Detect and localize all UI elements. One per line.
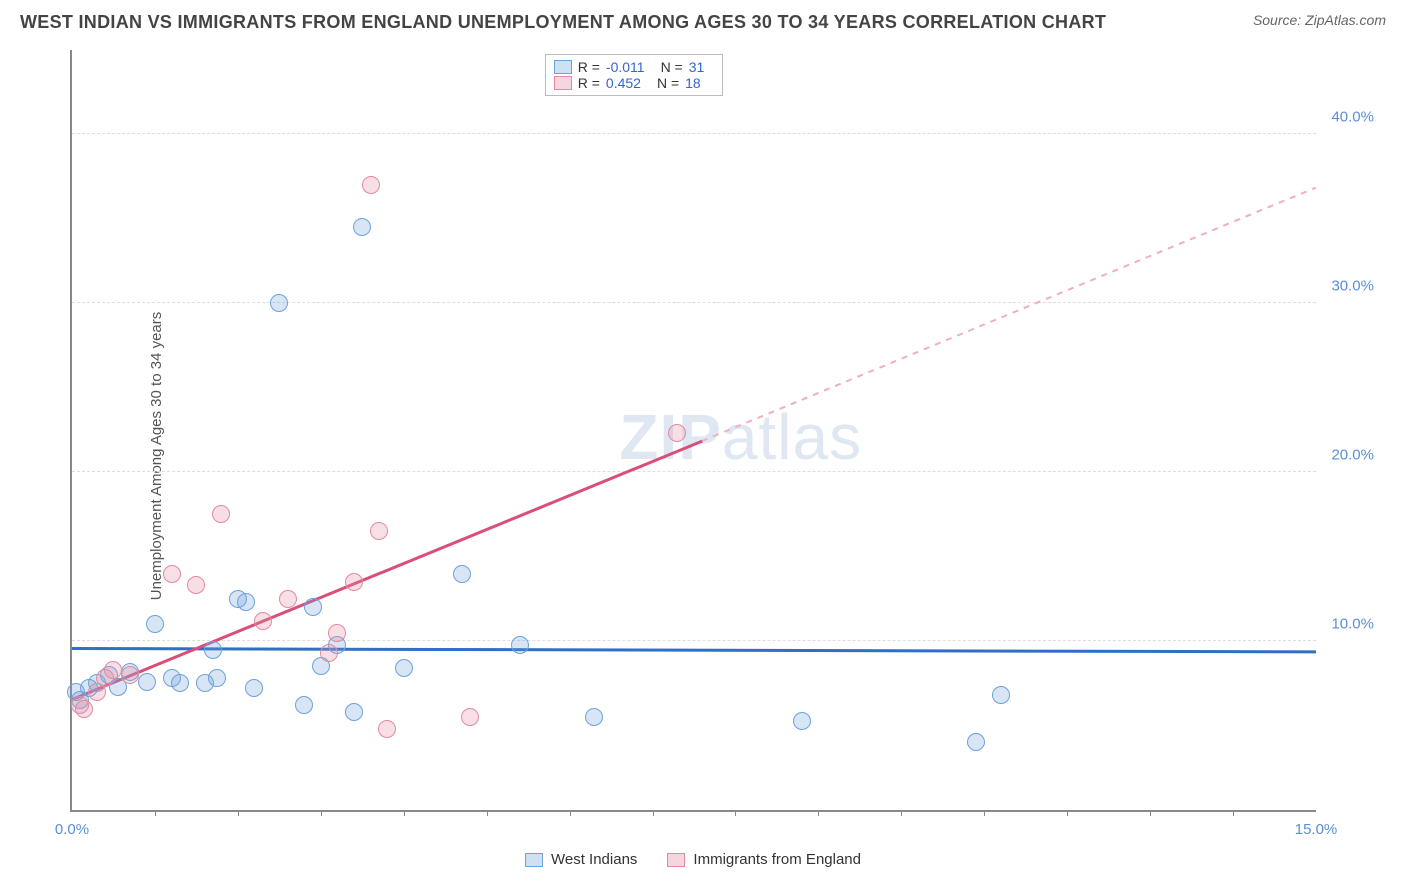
y-tick-label: 40.0% xyxy=(1331,109,1374,126)
x-minor-tick xyxy=(735,810,736,816)
n-value: 31 xyxy=(689,59,705,75)
x-minor-tick xyxy=(901,810,902,816)
x-minor-tick xyxy=(1067,810,1068,816)
x-minor-tick xyxy=(653,810,654,816)
watermark: ZIPatlas xyxy=(619,400,862,474)
x-minor-tick xyxy=(818,810,819,816)
data-point xyxy=(171,674,189,692)
legend-swatch xyxy=(525,853,543,867)
data-point xyxy=(378,720,396,738)
data-point xyxy=(295,696,313,714)
data-point xyxy=(370,522,388,540)
x-minor-tick xyxy=(404,810,405,816)
gridline xyxy=(72,640,1316,641)
n-label: N = xyxy=(657,75,679,91)
data-point xyxy=(237,593,255,611)
data-point xyxy=(320,644,338,662)
source-label: Source: ZipAtlas.com xyxy=(1253,12,1386,28)
data-point xyxy=(668,424,686,442)
n-value: 18 xyxy=(685,75,701,91)
x-minor-tick xyxy=(487,810,488,816)
gridline xyxy=(72,133,1316,134)
x-minor-tick xyxy=(321,810,322,816)
x-tick-label: 15.0% xyxy=(1295,821,1338,838)
gridline xyxy=(72,302,1316,303)
data-point xyxy=(345,703,363,721)
legend-label: Immigrants from England xyxy=(693,851,861,868)
stats-row: R = 0.452 N = 18 xyxy=(554,75,715,91)
chart-title: WEST INDIAN VS IMMIGRANTS FROM ENGLAND U… xyxy=(20,12,1106,33)
data-point xyxy=(212,505,230,523)
data-point xyxy=(254,612,272,630)
data-point xyxy=(270,294,288,312)
r-value: 0.452 xyxy=(606,75,641,91)
data-point xyxy=(328,624,346,642)
data-point xyxy=(511,636,529,654)
y-tick-label: 30.0% xyxy=(1331,278,1374,295)
x-tick-label: 0.0% xyxy=(55,821,89,838)
data-point xyxy=(453,565,471,583)
data-point xyxy=(395,659,413,677)
data-point xyxy=(585,708,603,726)
gridline xyxy=(72,471,1316,472)
data-point xyxy=(992,686,1010,704)
x-minor-tick xyxy=(1150,810,1151,816)
y-tick-label: 10.0% xyxy=(1331,616,1374,633)
r-value: -0.011 xyxy=(606,59,645,75)
data-point xyxy=(187,576,205,594)
data-point xyxy=(138,673,156,691)
chart-container: Unemployment Among Ages 30 to 34 years Z… xyxy=(20,40,1386,872)
data-point xyxy=(204,641,222,659)
x-minor-tick xyxy=(155,810,156,816)
legend-swatch xyxy=(554,60,572,74)
data-point xyxy=(967,733,985,751)
r-label: R = xyxy=(578,59,600,75)
data-point xyxy=(104,661,122,679)
x-minor-tick xyxy=(570,810,571,816)
trend-line xyxy=(72,647,1316,653)
data-point xyxy=(279,590,297,608)
legend-swatch xyxy=(667,853,685,867)
r-label: R = xyxy=(578,75,600,91)
data-point xyxy=(121,666,139,684)
stats-legend: R =-0.011N =31R =0.452N =18 xyxy=(545,54,724,96)
data-point xyxy=(353,218,371,236)
stats-row: R = -0.011 N = 31 xyxy=(554,59,715,75)
legend-label: West Indians xyxy=(551,851,637,868)
data-point xyxy=(345,573,363,591)
data-point xyxy=(146,615,164,633)
data-point xyxy=(793,712,811,730)
x-minor-tick xyxy=(984,810,985,816)
data-point xyxy=(245,679,263,697)
legend-item: Immigrants from England xyxy=(667,851,861,868)
legend-item: West Indians xyxy=(525,851,637,868)
data-point xyxy=(163,565,181,583)
data-point xyxy=(75,700,93,718)
data-point xyxy=(304,598,322,616)
n-label: N = xyxy=(661,59,683,75)
data-point xyxy=(362,176,380,194)
x-minor-tick xyxy=(238,810,239,816)
data-point xyxy=(208,669,226,687)
plot-area: ZIPatlas R =-0.011N =31R =0.452N =18 10.… xyxy=(70,50,1316,812)
series-legend: West Indians Immigrants from England xyxy=(70,851,1316,868)
x-minor-tick xyxy=(1233,810,1234,816)
data-point xyxy=(461,708,479,726)
legend-swatch xyxy=(554,76,572,90)
y-tick-label: 20.0% xyxy=(1331,447,1374,464)
trend-line xyxy=(702,187,1316,442)
